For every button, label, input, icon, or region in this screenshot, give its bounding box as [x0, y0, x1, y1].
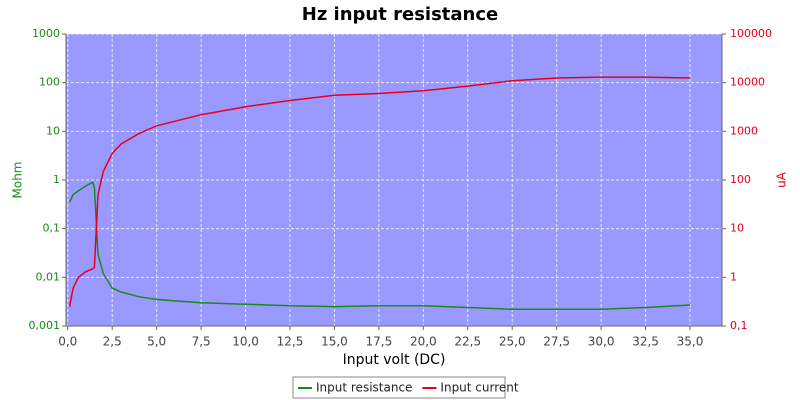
x-tick-label: 25,0 [499, 335, 526, 349]
x-tick-label: 7,5 [192, 335, 211, 349]
legend [292, 376, 506, 399]
y-axis-label: Mohm [11, 162, 25, 199]
y2-tick-label: 0,1 [730, 319, 748, 332]
data-line [68, 181, 691, 311]
legend-label: Input current [440, 381, 518, 395]
x-tick-label: 0,0 [58, 335, 77, 349]
y-tick-label: 0,01 [36, 270, 61, 283]
y2-tick-label: 100000 [730, 27, 772, 40]
y-tick-label: 0,001 [29, 319, 61, 332]
y-tick-label: 1000 [32, 27, 60, 40]
x-tick-label: 5,0 [147, 335, 166, 349]
x-tick-label: 22,5 [454, 335, 481, 349]
y-tick-label: 0,1 [43, 222, 61, 235]
x-tick-label: 20,0 [410, 335, 437, 349]
x-tick-label: 2,5 [103, 335, 122, 349]
data-line [68, 76, 691, 307]
y2-tick-label: 1 [730, 270, 737, 283]
x-axis-label: Input volt (DC) [343, 352, 446, 368]
x-tick-label: 10,0 [232, 335, 259, 349]
y-tick-label: 10 [46, 124, 60, 137]
legend-label: Input resistance [316, 381, 412, 395]
x-tick-label: 27,5 [543, 335, 570, 349]
x-tick-label: 12,5 [277, 335, 304, 349]
y2-tick-label: 100 [730, 173, 751, 186]
y-tick-label: 1 [53, 173, 60, 186]
x-tick-label: 17,5 [366, 335, 393, 349]
chart-title: Hz input resistance [302, 4, 499, 25]
x-tick-label: 30,0 [588, 335, 615, 349]
y2-tick-label: 1000 [730, 124, 758, 137]
y-tick-label: 100 [39, 76, 60, 89]
x-tick-label: 15,0 [321, 335, 348, 349]
y2-tick-label: 10000 [730, 76, 765, 89]
x-tick-label: 35,0 [677, 335, 704, 349]
y2-axis-label: uA [775, 171, 789, 188]
y2-tick-label: 10 [730, 222, 744, 235]
x-tick-label: 32,5 [632, 335, 659, 349]
